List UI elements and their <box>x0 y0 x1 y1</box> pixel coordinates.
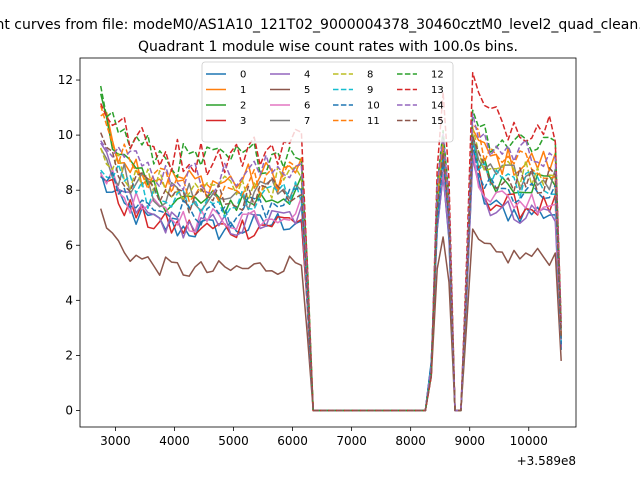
x-axis: 3000 4000 5000 6000 7000 8000 9000 10000 <box>100 427 548 448</box>
series-line-10 <box>100 144 562 412</box>
legend-label-11: 11 <box>367 116 380 127</box>
x-tick-label: 10000 <box>510 434 548 448</box>
x-tick-label: 5000 <box>218 434 249 448</box>
legend-label-14: 14 <box>431 101 444 112</box>
legend-frame <box>201 61 454 143</box>
x-tick-label: 9000 <box>454 434 485 448</box>
legend-label-3: 3 <box>240 116 246 127</box>
x-tick-label: 3000 <box>100 434 131 448</box>
y-axis: 0 2 4 6 8 10 12 <box>58 73 80 417</box>
legend-label-0: 0 <box>240 70 246 81</box>
legend-label-1: 1 <box>240 85 246 96</box>
y-tick-label: 8 <box>65 183 73 197</box>
y-tick-label: 10 <box>58 128 73 142</box>
y-tick-label: 0 <box>65 403 73 417</box>
legend-label-13: 13 <box>431 85 444 96</box>
series-line-15 <box>100 132 562 412</box>
legend-label-4: 4 <box>304 70 310 81</box>
series-line-7 <box>100 134 562 412</box>
series-line-12 <box>99 85 562 412</box>
legend-label-8: 8 <box>367 70 373 81</box>
legend-label-5: 5 <box>304 85 310 96</box>
legend-label-15: 15 <box>431 116 444 127</box>
series-line-14 <box>100 113 562 412</box>
legend-label-7: 7 <box>304 116 310 127</box>
series-layer <box>99 71 562 412</box>
series-line-13 <box>100 71 562 412</box>
legend-label-2: 2 <box>240 101 246 112</box>
y-tick-label: 6 <box>65 238 73 252</box>
series-line-11 <box>99 105 562 412</box>
legend-label-12: 12 <box>431 70 444 81</box>
x-tick-label: 7000 <box>336 434 367 448</box>
legend-label-10: 10 <box>367 101 380 112</box>
series-line-4 <box>100 142 562 412</box>
x-tick-label: 4000 <box>159 434 190 448</box>
axes-title: Quadrant 1 module wise count rates with … <box>138 39 518 55</box>
legend-label-6: 6 <box>304 101 310 112</box>
y-tick-label: 12 <box>58 73 73 87</box>
figure-suptitle: Light curves from file: modeM0/AS1A10_12… <box>0 17 640 33</box>
legend-label-9: 9 <box>367 85 373 96</box>
series-line-5 <box>99 208 562 412</box>
y-tick-label: 4 <box>65 293 73 307</box>
y-tick-label: 2 <box>65 348 73 362</box>
x-tick-label: 8000 <box>395 434 426 448</box>
series-line-6 <box>100 148 562 412</box>
axes-frame <box>79 57 577 428</box>
x-tick-label: 6000 <box>277 434 308 448</box>
x-offset-text: +3.589e8 <box>517 454 576 468</box>
